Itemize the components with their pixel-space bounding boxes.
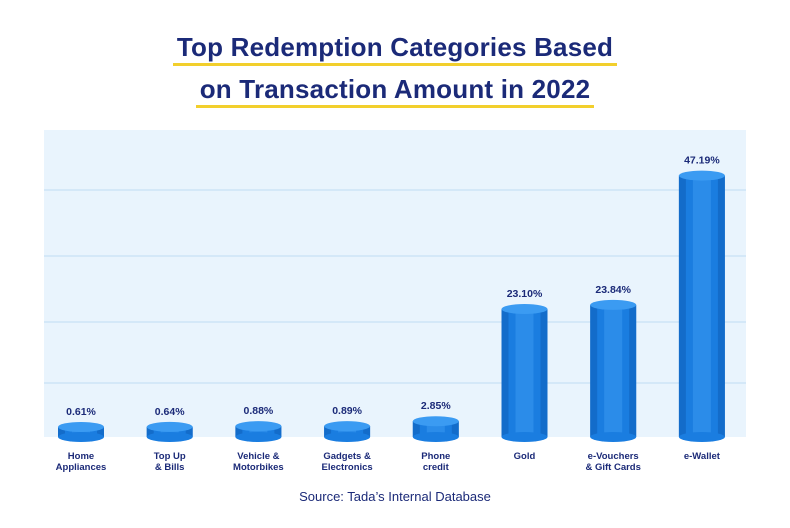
value-label: 0.61%: [66, 406, 96, 418]
bar-base: [58, 432, 104, 442]
bar-highlight: [249, 426, 268, 437]
bar-highlight: [338, 426, 357, 437]
category-label: Vehicle &: [237, 451, 279, 462]
category-label: Top Up: [154, 451, 186, 462]
bar-shade-right: [717, 175, 725, 438]
value-labels: 0.61% 0.64% 0.88% 0.89% 2.85% 23.10% 23.84% 47.…: [66, 155, 720, 418]
bar: [235, 421, 282, 442]
bar-cap: [146, 421, 193, 432]
bar-cap: [58, 421, 104, 432]
bar-base: [235, 432, 282, 442]
bar-highlight: [515, 309, 534, 437]
bar-highlight: [72, 426, 90, 437]
category-label: credit: [423, 462, 450, 473]
category-label: & Bills: [155, 462, 185, 473]
bar-shade-left: [146, 426, 154, 437]
bar-shade-right: [363, 426, 371, 437]
category-label: & Gift Cards: [585, 462, 640, 473]
bar-shade-left: [501, 309, 509, 437]
bar: [590, 299, 637, 442]
bar-base: [678, 432, 725, 442]
value-label: 23.84%: [595, 284, 631, 296]
bar-base: [146, 432, 193, 442]
bar-shade-right: [274, 426, 282, 437]
bar: [324, 421, 371, 442]
bar: [412, 416, 459, 442]
bar-base: [412, 432, 459, 442]
category-label: e-Wallet: [684, 451, 721, 462]
bar-shade-left: [590, 304, 598, 437]
category-label: e-Vouchers: [588, 451, 639, 462]
bar-cap: [501, 304, 548, 315]
bar-shade-right: [629, 304, 637, 437]
value-label: 0.89%: [332, 405, 362, 417]
value-label: 47.19%: [684, 155, 720, 167]
bar-highlight: [160, 426, 179, 437]
category-label: Appliances: [56, 462, 107, 473]
category-label: Gold: [514, 451, 536, 462]
bar-cap: [678, 170, 725, 181]
bar-shade-right: [185, 426, 193, 437]
bar-base: [324, 432, 371, 442]
category-label: Gadgets &: [323, 451, 371, 462]
bar-cap: [412, 416, 459, 427]
bar-shade-left: [412, 421, 420, 437]
bar-highlight: [692, 175, 711, 438]
bar-shade-right: [451, 421, 459, 437]
bar-base: [501, 432, 548, 442]
bar: [146, 421, 193, 442]
bar-shade-left: [324, 426, 332, 437]
bar-shade-right: [540, 309, 548, 437]
value-label: 0.64%: [155, 406, 185, 418]
bar: [678, 170, 725, 442]
value-label: 2.85%: [421, 400, 451, 412]
bar: [58, 421, 104, 442]
bar-shade-right: [97, 426, 104, 437]
bar-shade-left: [678, 175, 686, 438]
category-label: Motorbikes: [233, 462, 284, 473]
chart-title: Top Redemption Categories Based on Trans…: [0, 32, 790, 108]
chart-title-line-2: on Transaction Amount in 2022: [195, 74, 595, 108]
plot-background: [44, 130, 746, 437]
source-note: Source: Tada’s Internal Database: [299, 489, 491, 504]
bar-shade-left: [235, 426, 243, 437]
category-label: Home: [68, 451, 94, 462]
bar-shade-left: [58, 426, 65, 437]
bar-base: [590, 432, 637, 442]
bars: [58, 170, 725, 442]
bar-cap: [235, 421, 282, 432]
category-label: Electronics: [321, 462, 372, 473]
value-label: 23.10%: [507, 288, 543, 300]
chart-title-line-1: Top Redemption Categories Based: [172, 32, 618, 66]
bar-highlight: [604, 304, 623, 437]
bar: [501, 304, 548, 442]
bar-cap: [590, 299, 637, 310]
category-label: Phone: [421, 451, 450, 462]
value-label: 0.88%: [244, 405, 274, 417]
bar-cap: [324, 421, 371, 432]
